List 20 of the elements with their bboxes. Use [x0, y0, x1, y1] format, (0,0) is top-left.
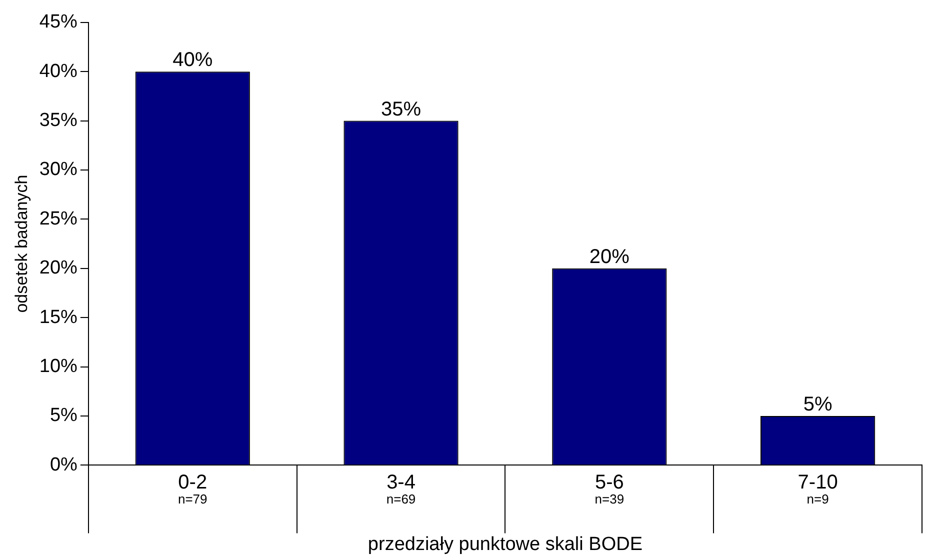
y-tick-label: 35% [39, 110, 78, 132]
y-tick-label: 15% [39, 306, 78, 328]
x-tick-label: 5-6 n=39 [594, 472, 624, 506]
data-label: 40% [172, 49, 213, 72]
y-tick-label: 0% [50, 454, 78, 476]
y-axis-title: odsetek badanych [12, 174, 31, 313]
y-tick-label: 40% [39, 60, 78, 82]
y-tick-label: 25% [39, 208, 78, 230]
x-tick-label: 0-2 n=79 [178, 472, 208, 506]
data-label: 20% [589, 246, 630, 268]
y-tick-label: 20% [39, 258, 78, 279]
x-axis-title: przedziały punktowe skali BODE [368, 534, 643, 555]
data-label: 35% [381, 98, 422, 120]
y-tick-label: 10% [39, 356, 78, 378]
x-tick-label: 3-4 n=69 [386, 472, 416, 506]
y-tick-label: 45% [39, 12, 78, 33]
y-tick-label: 5% [50, 405, 78, 426]
x-tick-label: 7-10 n=9 [798, 472, 838, 506]
y-tick-label: 30% [39, 159, 78, 180]
data-label: 5% [803, 394, 832, 416]
